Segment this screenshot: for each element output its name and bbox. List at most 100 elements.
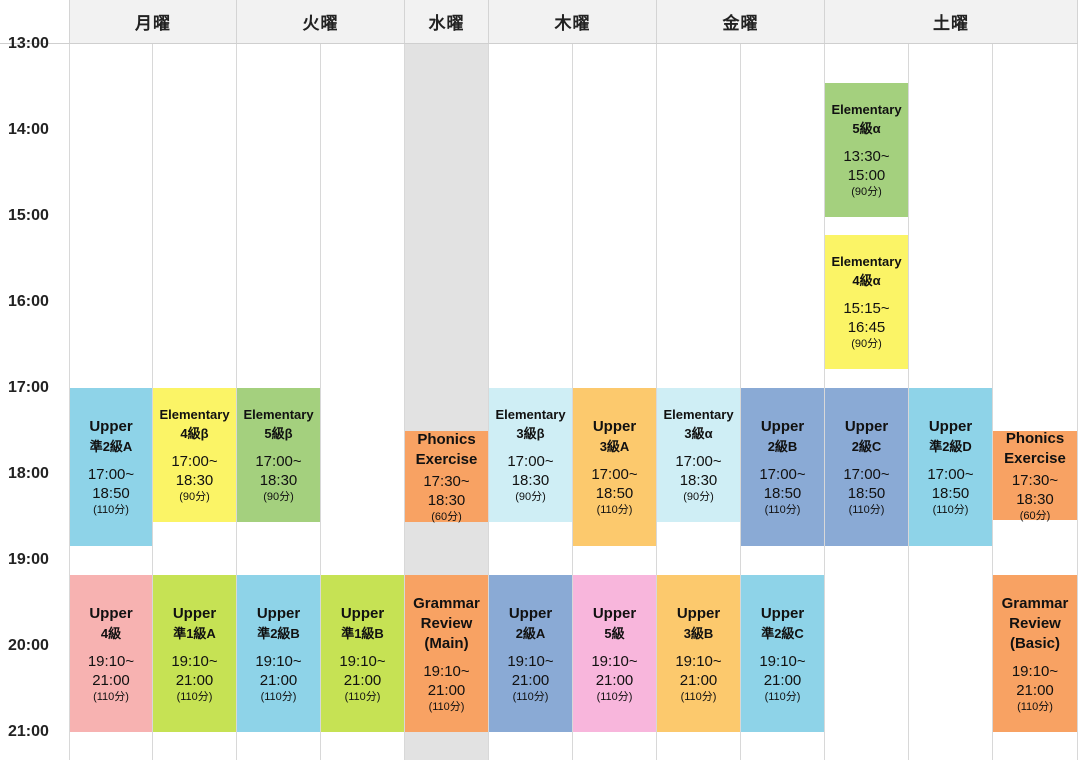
day-column <box>321 44 405 760</box>
class-level: Elementary <box>159 407 230 422</box>
class-start-time: 17:00~ <box>591 466 638 483</box>
class-block[interactable]: Upper 5級 19:10~ 21:00 (110分) <box>573 575 656 732</box>
class-duration: (110分) <box>344 690 381 703</box>
time-axis-border <box>69 44 70 760</box>
class-grade: 4級β <box>180 426 209 441</box>
class-duration: (110分) <box>932 504 969 516</box>
class-block[interactable]: Grammar Review (Main) 19:10~ 21:00 (110分) <box>405 575 488 732</box>
time-label: 17:00 <box>8 379 49 396</box>
class-start-time: 19:10~ <box>591 652 638 670</box>
class-duration: (110分) <box>428 700 465 713</box>
class-level: Upper <box>760 418 805 435</box>
class-block[interactable]: Upper 準2級C 19:10~ 21:00 (110分) <box>741 575 824 732</box>
class-grade: (Main) <box>424 634 469 652</box>
class-end-time: 21:00 <box>679 671 718 689</box>
class-block[interactable]: Upper 準1級A 19:10~ 21:00 (110分) <box>153 575 236 732</box>
day-column <box>741 44 825 760</box>
class-level: Upper <box>89 418 133 435</box>
class-grade: 5級 <box>604 625 625 641</box>
class-block[interactable]: Upper 準2級A 17:00~ 18:50 (110分) <box>70 388 152 546</box>
class-grade: Review <box>1009 614 1061 632</box>
class-start-time: 17:00~ <box>927 466 974 483</box>
class-grade: 2級A <box>515 625 546 641</box>
class-duration: (60分) <box>1019 509 1051 522</box>
class-block[interactable]: Grammar Review (Basic) 19:10~ 21:00 (110分) <box>993 575 1077 732</box>
class-duration: (110分) <box>512 690 549 703</box>
class-duration: (110分) <box>176 690 213 703</box>
class-block[interactable]: Upper 準1級B 19:10~ 21:00 (110分) <box>321 575 404 732</box>
class-start-time: 19:10~ <box>423 662 470 680</box>
day-header-0: 月曜 <box>70 0 237 43</box>
class-end-time: 18:30 <box>511 472 550 489</box>
class-start-time: 17:00~ <box>255 453 302 470</box>
class-start-time: 19:10~ <box>507 652 554 670</box>
class-start-time: 19:10~ <box>759 652 806 670</box>
class-block[interactable]: Upper 準2級B 19:10~ 21:00 (110分) <box>237 575 320 732</box>
class-grade: 5級α <box>852 121 881 136</box>
class-block[interactable]: Upper 3級B 19:10~ 21:00 (110分) <box>657 575 740 732</box>
class-end-time: 18:50 <box>763 485 802 502</box>
class-block[interactable]: Elementary 5級α 13:30~ 15:00 (90分) <box>825 83 908 217</box>
class-block[interactable]: Phonics Exercise 17:30~ 18:30 (60分) <box>993 429 1077 522</box>
class-level: Upper <box>256 604 301 622</box>
class-grade: 4級α <box>852 273 881 288</box>
day-column <box>153 44 237 760</box>
class-grade: 準2級A <box>89 439 133 454</box>
day-column <box>909 44 993 760</box>
class-block[interactable]: Elementary 4級β 17:00~ 18:30 (90分) <box>153 388 236 522</box>
class-start-time: 19:10~ <box>87 652 135 670</box>
class-start-time: 19:10~ <box>675 652 722 670</box>
class-duration: (90分) <box>263 491 294 503</box>
class-end-time: 18:50 <box>931 485 970 502</box>
class-block[interactable]: Elementary 3級β 17:00~ 18:30 (90分) <box>489 388 572 522</box>
header-divider <box>0 43 1078 44</box>
class-end-time: 21:00 <box>427 681 466 699</box>
class-grade: 準1級A <box>173 625 216 641</box>
class-grade: 準1級B <box>341 625 384 641</box>
class-start-time: 17:00~ <box>759 466 806 483</box>
class-start-time: 17:00~ <box>843 466 890 483</box>
class-duration: (110分) <box>596 504 633 516</box>
time-label: 19:00 <box>8 551 49 568</box>
class-duration: (90分) <box>683 491 714 503</box>
time-label: 13:00 <box>8 35 49 52</box>
class-duration: (110分) <box>93 690 129 703</box>
class-level: Upper <box>89 604 133 622</box>
class-start-time: 17:00~ <box>507 453 554 470</box>
class-level: Elementary <box>243 407 314 422</box>
class-level: Elementary <box>831 254 902 269</box>
class-grade: (Basic) <box>1009 634 1061 652</box>
day-column <box>70 44 153 760</box>
class-block[interactable]: Phonics Exercise 17:30~ 18:30 (60分) <box>405 431 488 523</box>
class-duration: (110分) <box>260 690 297 703</box>
class-grade: 3級β <box>516 426 545 441</box>
time-label: 20:00 <box>8 637 49 654</box>
class-grade: 2級C <box>851 439 882 454</box>
class-start-time: 17:00~ <box>87 466 135 483</box>
class-level: Upper <box>508 604 553 622</box>
day-header-2: 水曜 <box>405 0 489 43</box>
class-grade: 準2級B <box>257 625 300 641</box>
class-start-time: 17:30~ <box>423 472 470 490</box>
class-block[interactable]: Upper 4級 19:10~ 21:00 (110分) <box>70 575 152 732</box>
class-block[interactable]: Upper 2級A 19:10~ 21:00 (110分) <box>489 575 572 732</box>
class-grade: Exercise <box>415 450 478 468</box>
class-block[interactable]: Elementary 4級α 15:15~ 16:45 (90分) <box>825 235 908 369</box>
class-block[interactable]: Upper 2級B 17:00~ 18:50 (110分) <box>741 388 824 546</box>
class-level: Upper <box>340 604 385 622</box>
time-label: 21:00 <box>8 723 49 740</box>
class-block[interactable]: Elementary 3級α 17:00~ 18:30 (90分) <box>657 388 740 522</box>
class-block[interactable]: Upper 3級A 17:00~ 18:50 (110分) <box>573 388 656 546</box>
class-block[interactable]: Upper 準2級D 17:00~ 18:50 (110分) <box>909 388 992 546</box>
day-column <box>657 44 741 760</box>
class-duration: (110分) <box>764 690 801 703</box>
class-grade: 3級α <box>684 426 713 441</box>
class-block[interactable]: Upper 2級C 17:00~ 18:50 (110分) <box>825 388 908 546</box>
class-duration: (110分) <box>848 504 885 516</box>
class-duration: (110分) <box>1017 700 1053 713</box>
class-level: Phonics <box>1005 429 1065 447</box>
class-block[interactable]: Elementary 5級β 17:00~ 18:30 (90分) <box>237 388 320 522</box>
class-duration: (90分) <box>179 491 210 503</box>
class-level: Upper <box>760 604 805 622</box>
day-column <box>825 44 909 760</box>
